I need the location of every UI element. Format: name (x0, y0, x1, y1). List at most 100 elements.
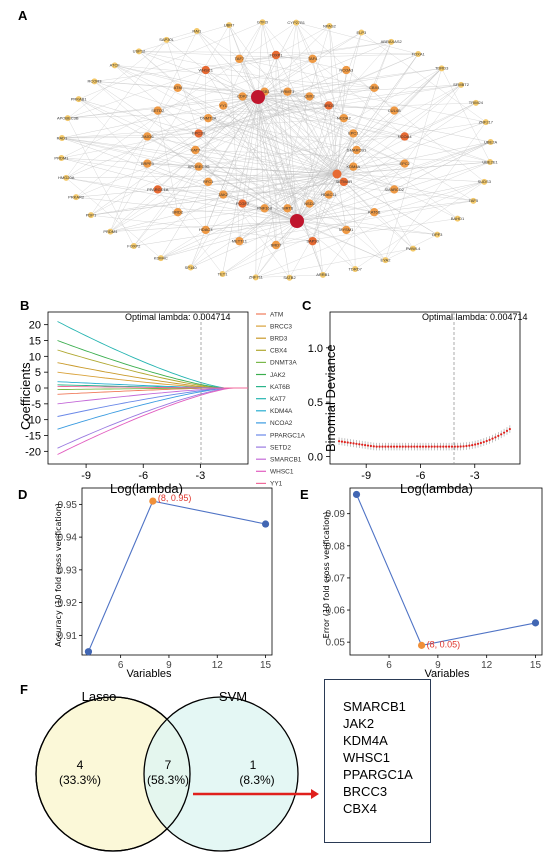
network-edge (157, 110, 178, 213)
network-node-label: GTF2I (257, 20, 268, 25)
network-edge (157, 58, 313, 111)
network-node-label: BRPF3 (141, 161, 155, 166)
network-node-label: TAF5 (469, 198, 479, 203)
deviance-points (337, 425, 511, 451)
network-edge (198, 133, 298, 222)
network-node-label: TDRD7 (348, 266, 362, 271)
network-node (226, 22, 233, 29)
network-edge (61, 157, 298, 222)
network-edge (147, 136, 298, 222)
network-edge (208, 117, 338, 175)
deviance-point (505, 429, 509, 433)
lasso-coefficient-path (57, 385, 248, 389)
network-edge (441, 68, 491, 163)
accuracy-data-point (261, 520, 270, 528)
lasso-coefficient-path (57, 387, 248, 455)
lasso-coefficient-path (57, 321, 248, 389)
deviance-point (352, 442, 355, 445)
network-edge (312, 241, 324, 275)
lasso-x-tick-label: -6 (138, 470, 148, 482)
lasso-legend-entry: NCOA2 (270, 420, 293, 427)
network-node-label: EYA2 (380, 257, 391, 262)
network-edge (157, 189, 223, 275)
network-node (342, 65, 351, 75)
network-edge (257, 96, 344, 119)
venn-arrow-head (311, 789, 319, 799)
lasso-legend-entry: YY1 (270, 481, 283, 488)
deviance-point (387, 445, 390, 448)
network-edge (264, 173, 338, 209)
accuracy-y-axis-label: Accuracy (10 fold cross verification) (54, 503, 63, 647)
deviance-y-tick-label: 1.0 (308, 343, 323, 355)
network-edge (239, 68, 442, 242)
deviance-point (421, 445, 425, 448)
network-node-label: KAT7 (191, 147, 201, 152)
network-edge (223, 105, 288, 209)
network-node-label: HDAC3 (199, 227, 213, 232)
error-axes: 6 9 12 15 0.09 0.08 0.07 0.06 0.05 (326, 487, 543, 671)
network-node (400, 159, 409, 168)
network-edge (336, 53, 419, 175)
network-edge (198, 96, 310, 134)
deviance-point (456, 445, 459, 448)
network-node (153, 106, 162, 115)
network-edge (374, 41, 392, 88)
panel-label-c: C (302, 298, 312, 313)
lasso-optimal-lambda-text: Optimal lambda: 0.004714 (125, 312, 231, 322)
network-node-label: NCOA2 (337, 115, 352, 120)
panel-label-e: E (300, 487, 309, 502)
network-edge (157, 30, 197, 111)
network-node (91, 78, 98, 85)
deviance-point (502, 431, 506, 434)
deviance-point (413, 445, 416, 448)
network-edge (242, 203, 298, 222)
lasso-legend: ATM BRCC3 BRD3 CBX4 DNMT3A JAK2 KAT6B KAT7 KDM4A… (256, 311, 306, 488)
network-node-label: CDK2 (237, 94, 248, 99)
network-node (238, 92, 247, 101)
network-edge (255, 248, 414, 278)
network-edge (177, 208, 288, 213)
network-node-label: ABRAXAS2 (381, 39, 403, 44)
network-edge (239, 22, 263, 59)
deviance-x-tick-label: -9 (361, 470, 371, 482)
network-node-label: TDRD3 (435, 66, 449, 71)
network-hub-node (251, 90, 265, 104)
network-node (194, 162, 203, 171)
network-node-label: YY1 (219, 103, 227, 108)
lasso-x-tick-label: -9 (81, 470, 91, 482)
gene-item: PPARGC1A (343, 767, 413, 782)
network-node-label: APOBEC3B (57, 115, 79, 120)
network-edge (110, 208, 265, 232)
error-y-tick-label: 0.07 (326, 573, 346, 584)
network-node (308, 54, 317, 64)
network-node (252, 274, 259, 281)
deviance-plot-frame (329, 311, 521, 465)
accuracy-marks: (8, 0.95) (84, 493, 270, 656)
lasso-y-tick-label: 20 (29, 320, 41, 332)
network-node-label: BRD3 (323, 103, 334, 108)
network-edge (94, 81, 310, 97)
network-node (58, 155, 65, 162)
network-edge (138, 24, 230, 52)
network-edge (275, 181, 485, 246)
network-edge (205, 41, 392, 71)
network-edge (160, 141, 491, 259)
deviance-point (488, 438, 491, 441)
lasso-x-axis-label: Log(lambda) (110, 481, 183, 496)
network-edge (157, 110, 338, 175)
network-edge (190, 173, 338, 268)
network-node-label: NPAS2 (323, 23, 337, 28)
network-edge (90, 96, 310, 216)
network-edge (257, 96, 354, 134)
network-node-label: UBE2E1 (482, 159, 498, 164)
network-node-label: USB1 (259, 89, 270, 94)
deviance-point (427, 445, 430, 448)
network-node-label: PRDM4 (103, 229, 118, 234)
network-node-label: HDAC11 (321, 192, 337, 197)
network-node (187, 264, 194, 271)
network-edge (242, 96, 338, 175)
network-node-label: NCOA4 (398, 134, 413, 139)
network-edge (133, 68, 442, 247)
network-edge (138, 51, 313, 59)
network-edge (255, 25, 330, 278)
